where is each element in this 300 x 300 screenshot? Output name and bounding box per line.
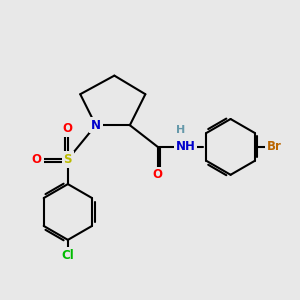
Text: Cl: Cl	[61, 249, 74, 262]
Text: N: N	[91, 119, 101, 132]
Text: O: O	[32, 153, 42, 166]
Text: H: H	[176, 125, 186, 135]
Text: NH: NH	[176, 140, 196, 153]
Text: Br: Br	[266, 140, 281, 153]
Text: O: O	[63, 122, 73, 135]
Text: S: S	[64, 153, 72, 166]
Text: O: O	[153, 168, 163, 181]
